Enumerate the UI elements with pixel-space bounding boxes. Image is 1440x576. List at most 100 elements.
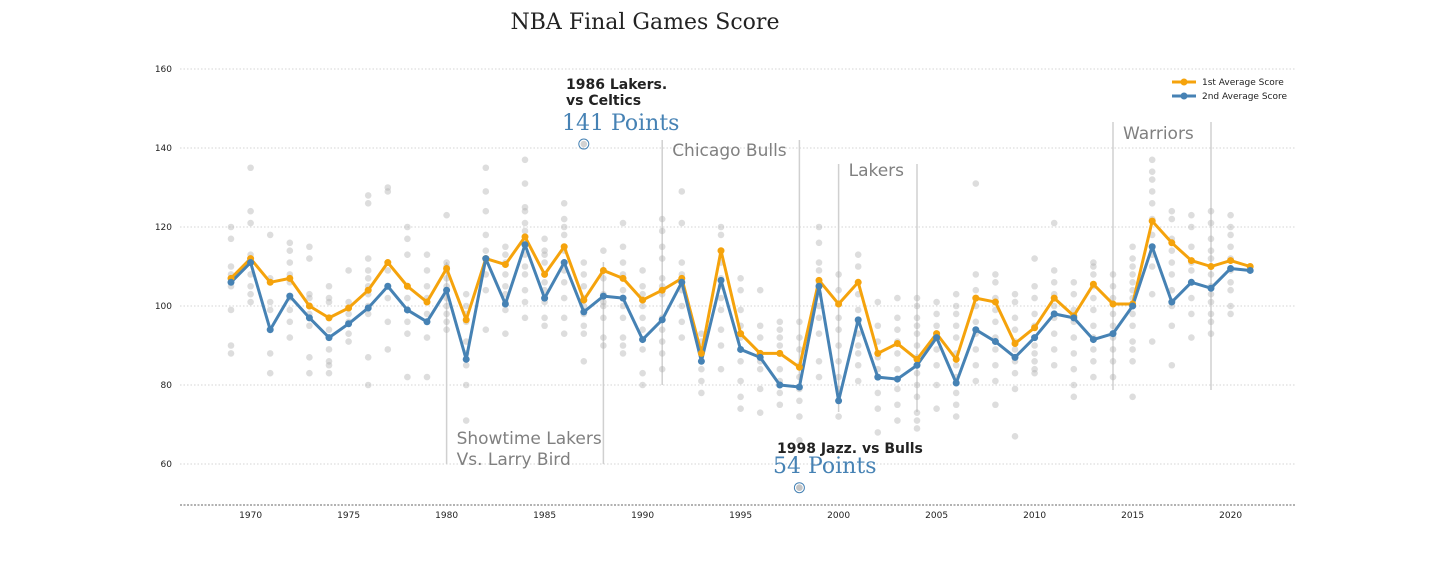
game-score-dot bbox=[913, 322, 921, 330]
record-annotations: 1986 Lakers. vs Celtics 141 Points 1998 Ja… bbox=[562, 77, 923, 494]
game-score-dot bbox=[462, 417, 470, 424]
game-score-dot bbox=[992, 271, 999, 278]
game-score-dot bbox=[913, 314, 921, 322]
game-score-dot bbox=[502, 271, 509, 278]
annotation-subtitle: vs Celtics bbox=[566, 93, 641, 109]
game-score-dot bbox=[1207, 207, 1215, 215]
annotation-title: 1998 Jazz. vs Bulls bbox=[777, 441, 923, 457]
game-score-dot bbox=[835, 342, 842, 349]
game-score-dot bbox=[874, 298, 882, 306]
point-1st-average bbox=[364, 286, 372, 294]
game-score-dot bbox=[306, 322, 313, 330]
game-score-dot bbox=[756, 409, 764, 416]
game-score-dot bbox=[1148, 200, 1156, 207]
point-1st-average bbox=[1207, 263, 1215, 270]
game-score-dot bbox=[1109, 271, 1117, 278]
point-2nd-average bbox=[1227, 264, 1235, 272]
game-score-dot bbox=[658, 326, 666, 334]
game-score-dot bbox=[1129, 346, 1136, 353]
game-score-dot bbox=[992, 401, 999, 409]
x-tick-label: 1970 bbox=[239, 511, 262, 521]
game-score-dot bbox=[266, 306, 274, 314]
point-1st-average bbox=[1148, 217, 1156, 225]
game-score-dot bbox=[992, 361, 999, 369]
game-score-dot bbox=[560, 231, 568, 239]
point-1st-average bbox=[403, 282, 411, 290]
game-score-dot bbox=[894, 365, 901, 373]
point-2nd-average bbox=[364, 304, 372, 312]
game-score-dot bbox=[1227, 286, 1234, 294]
game-score-dot bbox=[247, 282, 254, 290]
game-score-dot bbox=[521, 180, 529, 187]
game-score-dot bbox=[658, 227, 666, 235]
game-score-dot bbox=[1011, 346, 1019, 353]
point-2nd-average bbox=[756, 353, 764, 361]
game-score-dot bbox=[854, 342, 862, 349]
game-score-dot bbox=[913, 425, 921, 432]
game-score-dot bbox=[815, 223, 823, 231]
game-score-dot bbox=[698, 330, 705, 337]
game-score-dot bbox=[266, 298, 274, 306]
game-score-dot bbox=[1207, 271, 1215, 278]
point-1st-average bbox=[991, 298, 999, 306]
game-score-dot bbox=[972, 286, 980, 294]
game-score-dot bbox=[227, 223, 235, 231]
game-score-dot bbox=[247, 290, 254, 298]
game-score-dot bbox=[364, 255, 372, 262]
record-marker-dot bbox=[580, 140, 588, 148]
game-score-dot bbox=[1227, 279, 1234, 286]
game-score-dot bbox=[325, 282, 333, 290]
point-1st-average bbox=[501, 261, 509, 269]
annotation-points: 141 Points bbox=[562, 111, 679, 136]
point-1st-average bbox=[541, 270, 549, 278]
game-score-dot bbox=[952, 389, 960, 397]
game-score-dot bbox=[227, 350, 235, 357]
game-score-dot bbox=[462, 361, 470, 369]
era-label: Showtime Lakers bbox=[457, 429, 602, 449]
point-2nd-average bbox=[1031, 334, 1039, 342]
game-score-dot bbox=[619, 342, 627, 349]
game-score-dot bbox=[482, 231, 490, 239]
game-score-dot bbox=[1011, 385, 1019, 393]
game-score-dot bbox=[443, 211, 450, 219]
game-score-dot bbox=[521, 298, 529, 306]
game-score-dot bbox=[1031, 350, 1038, 357]
point-1st-average bbox=[835, 300, 843, 308]
game-score-dot bbox=[1031, 294, 1038, 302]
game-score-dot bbox=[639, 290, 646, 298]
game-score-dot bbox=[1109, 373, 1117, 381]
game-score-dot bbox=[227, 263, 235, 270]
game-score-dot bbox=[325, 358, 333, 365]
game-score-dot bbox=[1168, 207, 1176, 215]
point-2nd-average bbox=[717, 276, 725, 284]
point-2nd-average bbox=[619, 294, 627, 302]
game-score-dot bbox=[1227, 243, 1234, 251]
point-1st-average bbox=[717, 247, 725, 255]
game-score-dot bbox=[1050, 361, 1058, 369]
game-score-dot bbox=[678, 318, 686, 326]
game-score-dot bbox=[423, 282, 431, 290]
point-1st-average bbox=[384, 259, 392, 267]
game-score-dot bbox=[1207, 219, 1215, 227]
game-score-dot bbox=[1011, 369, 1019, 377]
game-score-dot bbox=[737, 275, 744, 282]
game-score-dot bbox=[1090, 358, 1097, 365]
game-score-dot bbox=[756, 365, 764, 373]
game-score-dot bbox=[541, 279, 548, 286]
game-score-dot bbox=[266, 350, 274, 357]
game-score-dot bbox=[1129, 358, 1136, 365]
game-score-dot bbox=[600, 302, 607, 310]
game-score-dot bbox=[1070, 365, 1078, 373]
game-score-dot bbox=[1090, 322, 1097, 330]
game-score-dot bbox=[541, 259, 548, 266]
point-2nd-average bbox=[678, 278, 686, 286]
game-score-dot bbox=[717, 294, 725, 302]
x-tick-label: 2015 bbox=[1121, 511, 1144, 521]
game-score-dot bbox=[462, 302, 470, 310]
game-score-dot bbox=[776, 401, 784, 409]
game-score-dot bbox=[482, 188, 490, 195]
game-score-dot bbox=[1070, 393, 1078, 401]
point-2nd-average bbox=[1050, 310, 1058, 318]
record-marker-ring bbox=[793, 482, 805, 494]
point-1st-average bbox=[972, 294, 980, 302]
